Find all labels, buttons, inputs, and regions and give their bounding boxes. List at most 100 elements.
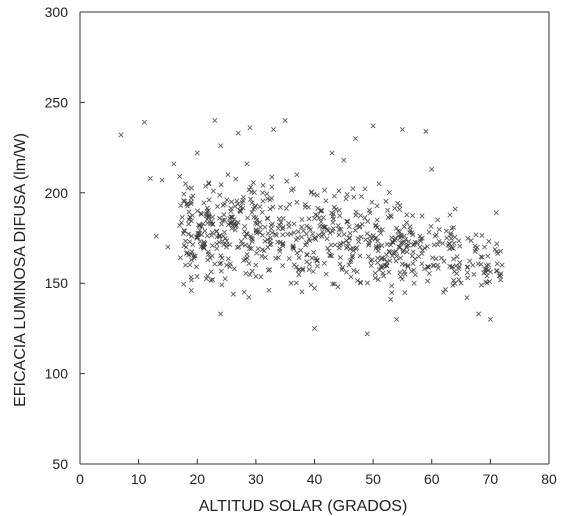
data-point: [441, 258, 447, 264]
data-point: [205, 249, 211, 255]
data-point: [265, 267, 271, 273]
data-point: [393, 258, 399, 264]
x-tick-label: 30: [248, 471, 264, 487]
data-point: [181, 243, 187, 249]
y-tick-label: 50: [52, 456, 68, 472]
data-point: [280, 226, 286, 232]
data-point: [343, 269, 349, 275]
data-point: [197, 227, 203, 233]
data-point: [295, 235, 301, 241]
data-point: [280, 215, 286, 221]
data-point: [147, 175, 153, 181]
data-point: [262, 238, 268, 244]
data-point: [498, 277, 504, 283]
data-point: [309, 255, 315, 261]
data-point: [323, 198, 329, 204]
data-point: [428, 223, 434, 229]
data-point: [259, 253, 265, 259]
data-point: [366, 242, 372, 248]
data-point: [248, 196, 254, 202]
data-point: [188, 185, 195, 191]
data-point: [438, 255, 444, 261]
data-point: [246, 187, 252, 193]
data-point: [243, 231, 250, 237]
data-point: [311, 249, 317, 255]
x-tick-label: 40: [307, 471, 323, 487]
data-point: [209, 243, 215, 249]
data-point: [447, 212, 453, 218]
y-tick-label: 300: [45, 4, 69, 20]
data-point: [318, 208, 324, 214]
data-point: [165, 244, 171, 250]
data-point: [328, 242, 334, 248]
data-point: [435, 217, 441, 223]
data-point: [239, 200, 245, 206]
data-point: [344, 219, 350, 225]
data-points: [118, 117, 505, 337]
data-point: [449, 245, 455, 251]
data-point: [324, 236, 330, 242]
data-point: [481, 244, 488, 250]
data-point: [190, 241, 196, 247]
data-point: [251, 189, 257, 195]
data-point: [262, 224, 268, 230]
data-point: [235, 201, 241, 207]
data-point: [404, 249, 410, 255]
data-point: [229, 214, 235, 220]
data-point: [209, 230, 215, 236]
data-point: [392, 237, 398, 243]
data-point: [294, 250, 300, 256]
data-point: [189, 233, 195, 239]
data-point: [404, 220, 410, 226]
data-point: [486, 238, 492, 244]
data-point: [264, 191, 270, 197]
data-point: [320, 231, 326, 237]
data-point: [266, 287, 272, 293]
data-point: [288, 280, 294, 286]
data-point: [188, 257, 194, 263]
data-point: [397, 245, 403, 251]
data-point: [347, 246, 353, 252]
data-point: [404, 212, 410, 218]
data-point: [177, 222, 183, 228]
data-point: [417, 233, 423, 239]
data-point: [393, 225, 400, 231]
data-point: [323, 271, 329, 277]
data-point: [298, 247, 304, 253]
data-point: [484, 273, 490, 279]
data-point: [388, 214, 394, 220]
data-point: [336, 232, 342, 238]
data-point: [436, 238, 442, 244]
data-point: [246, 243, 252, 249]
data-point: [241, 289, 247, 295]
data-point: [302, 204, 308, 210]
data-point: [314, 263, 320, 269]
data-point: [384, 263, 390, 269]
data-point: [275, 255, 281, 261]
data-point: [346, 235, 352, 241]
data-point: [479, 254, 485, 260]
data-point: [389, 283, 395, 289]
data-point: [399, 276, 405, 282]
data-point: [330, 211, 336, 217]
data-point: [194, 273, 200, 279]
data-point: [257, 204, 263, 210]
data-point: [485, 253, 491, 259]
data-point: [208, 269, 214, 275]
data-point: [457, 243, 463, 249]
data-point: [291, 230, 297, 236]
data-point: [218, 221, 225, 227]
data-point: [300, 228, 306, 234]
data-point: [220, 217, 226, 223]
data-point: [267, 242, 273, 248]
data-point: [388, 242, 394, 248]
data-point: [354, 269, 360, 275]
data-point: [329, 150, 335, 156]
data-point: [252, 204, 258, 210]
data-point: [270, 204, 276, 210]
data-point: [219, 282, 225, 288]
data-point: [307, 238, 313, 244]
data-point: [183, 244, 189, 250]
data-point: [218, 143, 224, 149]
data-point: [326, 248, 332, 254]
